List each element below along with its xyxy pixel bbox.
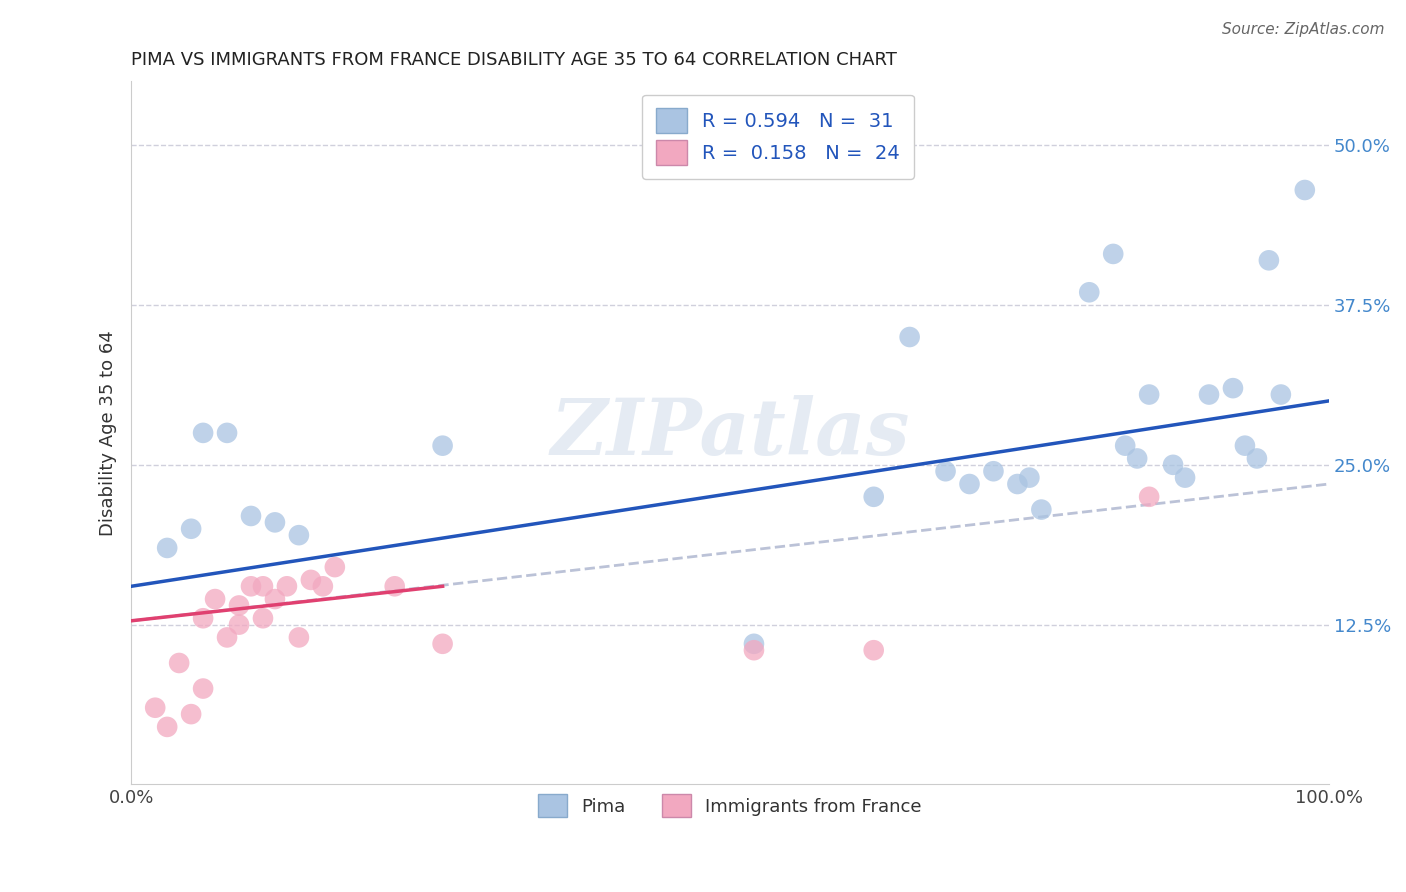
Point	[862, 643, 884, 657]
Point	[1114, 439, 1136, 453]
Point	[264, 592, 287, 607]
Point	[191, 681, 214, 696]
Point	[299, 573, 322, 587]
Point	[180, 522, 202, 536]
Point	[1198, 387, 1220, 401]
Point	[191, 425, 214, 440]
Point	[1161, 458, 1184, 472]
Point	[240, 508, 263, 523]
Point	[228, 599, 250, 613]
Text: PIMA VS IMMIGRANTS FROM FRANCE DISABILITY AGE 35 TO 64 CORRELATION CHART: PIMA VS IMMIGRANTS FROM FRANCE DISABILIT…	[131, 51, 897, 69]
Point	[384, 579, 406, 593]
Y-axis label: Disability Age 35 to 64: Disability Age 35 to 64	[100, 330, 117, 536]
Point	[1257, 253, 1279, 268]
Text: Source: ZipAtlas.com: Source: ZipAtlas.com	[1222, 22, 1385, 37]
Point	[742, 637, 765, 651]
Point	[1031, 502, 1053, 516]
Point	[742, 643, 765, 657]
Point	[167, 656, 190, 670]
Point	[276, 579, 298, 593]
Point	[191, 611, 214, 625]
Point	[1102, 247, 1125, 261]
Point	[432, 439, 454, 453]
Point	[252, 579, 274, 593]
Point	[156, 720, 179, 734]
Point	[1137, 490, 1160, 504]
Point	[1246, 451, 1268, 466]
Point	[252, 611, 274, 625]
Point	[1007, 477, 1029, 491]
Point	[312, 579, 335, 593]
Point	[1270, 387, 1292, 401]
Point	[1078, 285, 1101, 300]
Point	[1018, 470, 1040, 484]
Point	[1294, 183, 1316, 197]
Point	[143, 700, 166, 714]
Point	[180, 707, 202, 722]
Point	[432, 637, 454, 651]
Point	[156, 541, 179, 555]
Text: ZIPatlas: ZIPatlas	[550, 394, 910, 471]
Point	[323, 560, 346, 574]
Point	[1174, 470, 1197, 484]
Point	[935, 464, 957, 478]
Point	[288, 631, 311, 645]
Point	[288, 528, 311, 542]
Point	[898, 330, 921, 344]
Point	[240, 579, 263, 593]
Point	[264, 516, 287, 530]
Point	[215, 425, 238, 440]
Point	[1222, 381, 1244, 395]
Point	[959, 477, 981, 491]
Point	[204, 592, 226, 607]
Point	[1126, 451, 1149, 466]
Point	[983, 464, 1005, 478]
Point	[228, 617, 250, 632]
Point	[1233, 439, 1256, 453]
Point	[1137, 387, 1160, 401]
Point	[862, 490, 884, 504]
Legend: Pima, Immigrants from France: Pima, Immigrants from France	[531, 787, 929, 824]
Point	[215, 631, 238, 645]
